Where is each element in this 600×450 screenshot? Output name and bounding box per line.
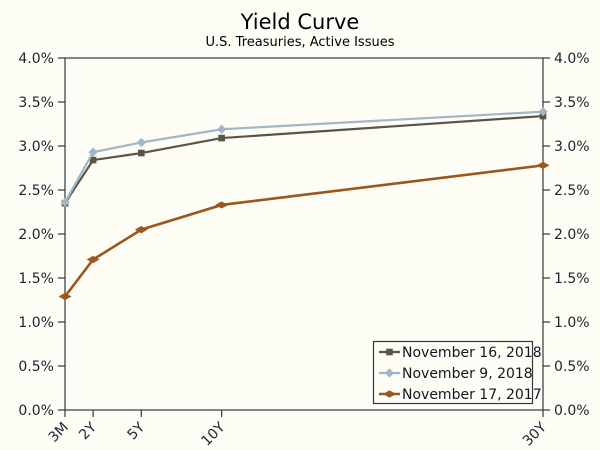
marker-arrow — [58, 292, 72, 301]
series-line — [64, 110, 544, 203]
legend-entry: November 9, 2018 — [379, 366, 533, 382]
y-tick-label-left: 3.0% — [18, 139, 54, 155]
marker-square — [218, 134, 225, 142]
x-tick-label: 30Y — [520, 419, 550, 449]
y-tick-label-left: 4.0% — [18, 51, 54, 67]
marker-square — [89, 156, 97, 164]
legend: November 16, 2018 November 9, 2018 Novembe… — [372, 340, 542, 405]
y-tick-label-right: 2.0% — [554, 227, 590, 243]
series-line — [64, 114, 544, 204]
y-tick-label-right: 1.5% — [554, 271, 590, 287]
series-november-17-2017 — [58, 161, 550, 301]
y-tick-label-left: 1.5% — [18, 271, 54, 287]
marker-diamond — [384, 368, 395, 378]
marker-square — [386, 348, 393, 356]
legend-label: November 17, 2017 — [402, 387, 542, 403]
chart-subtitle: U.S. Treasuries, Active Issues — [206, 35, 395, 50]
y-tick-label-left: 3.5% — [18, 95, 54, 111]
marker-arrow — [215, 201, 229, 209]
marker-arrow — [134, 226, 148, 234]
y-tick-label-right: 3.0% — [554, 139, 590, 155]
series-line — [63, 164, 544, 298]
marker-diamond — [136, 137, 146, 148]
legend-label: November 16, 2018 — [402, 345, 542, 361]
y-tick-label-right: 0.5% — [554, 359, 590, 375]
y-tick-label-right: 0.0% — [554, 403, 590, 419]
series-november-16-2018 — [61, 112, 547, 207]
marker-diamond — [538, 107, 548, 117]
legend-entry: November 16, 2018 — [379, 345, 542, 361]
y-tick-label-left: 1.0% — [18, 315, 54, 331]
legend-label: November 9, 2018 — [402, 366, 533, 382]
y-tick-label-left: 0.5% — [18, 359, 54, 375]
y-tick-label-right: 3.5% — [554, 95, 590, 111]
y-tick-label-right: 1.0% — [554, 315, 590, 331]
y-tick-label-left: 2.5% — [18, 183, 54, 199]
x-tick-label: 10Y — [199, 419, 229, 449]
x-tick-label: 5Y — [124, 419, 148, 443]
x-tick-label: 3M — [46, 420, 72, 446]
marker-diamond — [60, 197, 70, 207]
y-tick-label-left: 0.0% — [18, 403, 54, 419]
series-layer — [58, 107, 550, 301]
marker-arrow — [86, 255, 100, 264]
legend-entry: November 17, 2017 — [379, 387, 542, 403]
marker-square — [138, 149, 145, 157]
series-november-9-2018 — [60, 107, 548, 207]
y-tick-label-right: 2.5% — [554, 183, 590, 199]
marker-arrow — [383, 390, 396, 398]
marker-diamond — [88, 147, 98, 157]
marker-diamond — [217, 124, 227, 134]
y-tick-label-left: 2.0% — [18, 227, 54, 243]
x-tick-label: 2Y — [76, 419, 100, 443]
chart-title: Yield Curve — [240, 10, 360, 34]
y-tick-label-right: 4.0% — [554, 51, 590, 67]
marker-arrow — [536, 161, 550, 169]
